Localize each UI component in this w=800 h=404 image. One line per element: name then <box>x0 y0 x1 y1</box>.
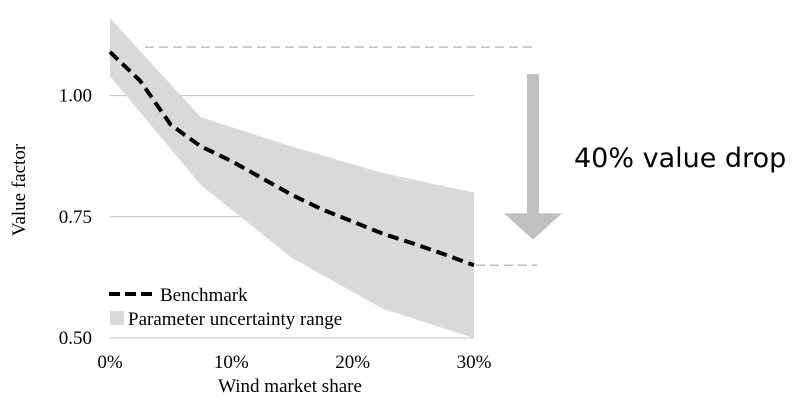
y-tick-label: 0.50 <box>59 328 92 349</box>
uncertainty-band-layer <box>110 18 474 338</box>
annotation-layer <box>145 46 562 267</box>
series-line-benchmark <box>108 50 475 268</box>
x-tick-label: 20% <box>335 352 370 373</box>
y-tick-label: 1.00 <box>59 86 92 107</box>
series-layer <box>108 50 475 268</box>
legend: Benchmark Parameter uncertainty range <box>109 285 342 330</box>
y-tick-label: 0.75 <box>59 207 92 228</box>
legend-label-benchmark: Benchmark <box>160 285 248 306</box>
x-tick-label: 10% <box>214 352 249 373</box>
axis-layer: 0% 10% 20% 30% 0.50 0.75 1.00 <box>59 86 492 373</box>
uncertainty-band <box>110 18 474 338</box>
down-arrow-icon <box>504 74 562 240</box>
annotation-text: 40% value drop <box>574 143 786 174</box>
x-tick-label: 0% <box>97 352 123 373</box>
x-axis-label: Wind market share <box>218 376 362 397</box>
legend-label-uncertainty: Parameter uncertainty range <box>128 309 342 330</box>
y-axis-label: Value factor <box>9 143 30 236</box>
legend-swatch-uncertainty <box>110 311 124 325</box>
x-tick-label: 30% <box>457 352 492 373</box>
